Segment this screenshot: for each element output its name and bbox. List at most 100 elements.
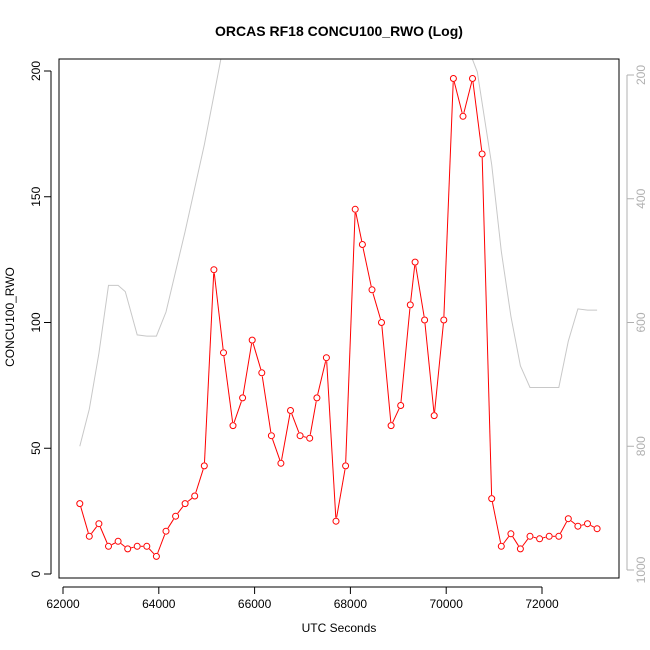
series-segment bbox=[392, 408, 400, 423]
series-segment bbox=[336, 469, 346, 518]
data-point bbox=[143, 542, 151, 550]
right-axis-series-line bbox=[79, 59, 598, 447]
x-tick-label: 62000 bbox=[46, 597, 80, 611]
y-tick-label: 0 bbox=[29, 570, 43, 577]
data-point bbox=[332, 517, 340, 525]
data-point bbox=[593, 525, 601, 533]
series-segment bbox=[590, 524, 595, 528]
series-segment bbox=[522, 538, 529, 547]
series-segment bbox=[317, 361, 327, 395]
series-segment bbox=[80, 506, 89, 533]
data-point bbox=[200, 462, 208, 470]
y-axis-label: CONCU100_RWO bbox=[3, 267, 17, 367]
data-point bbox=[488, 495, 496, 503]
series-segment bbox=[581, 524, 585, 526]
data-point bbox=[351, 205, 359, 213]
data-point bbox=[459, 112, 467, 120]
series-segment bbox=[443, 82, 454, 317]
data-point bbox=[368, 286, 376, 294]
series-segment bbox=[309, 401, 317, 435]
data-point bbox=[322, 354, 330, 362]
data-point bbox=[421, 316, 429, 324]
series-segment bbox=[326, 361, 337, 518]
y-tick-label: 100 bbox=[29, 312, 43, 332]
data-point bbox=[191, 492, 199, 500]
data-point bbox=[574, 522, 582, 530]
series-segment bbox=[381, 326, 392, 423]
series-segment bbox=[99, 526, 108, 544]
data-point bbox=[124, 545, 132, 553]
data-point bbox=[497, 542, 505, 550]
data-point bbox=[526, 532, 534, 540]
series-segment bbox=[204, 273, 215, 463]
chart-title: ORCAS RF18 CONCU100_RWO (Log) bbox=[215, 23, 463, 39]
right-axis-tick-label: 800 bbox=[634, 436, 648, 456]
right-y-axis: 200 400 600 800 1000 bbox=[626, 65, 648, 583]
series-segment bbox=[281, 414, 291, 460]
series-segment bbox=[424, 323, 435, 413]
data-point bbox=[220, 349, 227, 357]
series-segment bbox=[372, 293, 381, 320]
x-tick-label: 68000 bbox=[334, 597, 368, 611]
y-axis: 0 50 100 150 200 bbox=[29, 61, 52, 577]
data-point bbox=[411, 258, 419, 266]
y-tick-label: 200 bbox=[29, 61, 43, 81]
main-series bbox=[76, 75, 601, 560]
data-point bbox=[306, 434, 314, 442]
data-point bbox=[469, 75, 476, 82]
data-point bbox=[536, 535, 544, 543]
data-point bbox=[296, 432, 304, 440]
data-point bbox=[555, 532, 563, 540]
x-tick-label: 66000 bbox=[238, 597, 272, 611]
data-point bbox=[478, 150, 486, 158]
series-segment bbox=[120, 543, 126, 547]
data-point bbox=[440, 316, 448, 324]
series-segment bbox=[491, 502, 502, 543]
series-segment bbox=[472, 82, 483, 151]
series-segment bbox=[223, 356, 234, 423]
series-segment bbox=[415, 265, 425, 317]
data-point bbox=[507, 530, 515, 538]
series-segment bbox=[252, 343, 262, 370]
series-segment bbox=[187, 497, 193, 502]
data-point bbox=[516, 545, 524, 553]
series-segment bbox=[560, 521, 568, 534]
data-point bbox=[210, 266, 218, 274]
series-segment bbox=[177, 506, 184, 514]
series-segment bbox=[542, 536, 546, 539]
series-segment bbox=[355, 212, 363, 242]
data-point bbox=[152, 552, 160, 560]
series-segment bbox=[157, 534, 166, 554]
series-segment bbox=[400, 308, 411, 402]
data-point bbox=[545, 532, 553, 540]
data-point bbox=[114, 537, 122, 545]
data-point bbox=[378, 319, 385, 326]
right-axis-tick-label: 600 bbox=[634, 312, 648, 332]
series-segment bbox=[195, 469, 204, 493]
data-point bbox=[181, 500, 189, 508]
series-segment bbox=[167, 518, 175, 529]
series-segment bbox=[570, 520, 576, 525]
data-point bbox=[248, 336, 256, 344]
data-point bbox=[287, 407, 294, 414]
data-point bbox=[267, 432, 275, 440]
y-tick-label: 50 bbox=[29, 441, 43, 455]
data-point bbox=[406, 301, 414, 309]
data-point bbox=[258, 369, 266, 377]
data-point bbox=[358, 241, 366, 248]
right-axis-tick-label: 1000 bbox=[634, 556, 648, 583]
x-tick-label: 72000 bbox=[525, 597, 559, 611]
x-tick-label: 70000 bbox=[430, 597, 464, 611]
series-segment bbox=[303, 436, 307, 438]
data-point bbox=[133, 542, 141, 550]
series-segment bbox=[453, 81, 463, 113]
series-segment bbox=[242, 343, 253, 395]
right-axis-series bbox=[79, 59, 598, 447]
series-segment bbox=[261, 376, 272, 433]
series-segment bbox=[272, 438, 281, 461]
series-segment bbox=[503, 536, 510, 544]
right-axis-tick-label: 200 bbox=[634, 65, 648, 85]
data-point bbox=[162, 527, 170, 535]
series-segment bbox=[410, 265, 416, 302]
